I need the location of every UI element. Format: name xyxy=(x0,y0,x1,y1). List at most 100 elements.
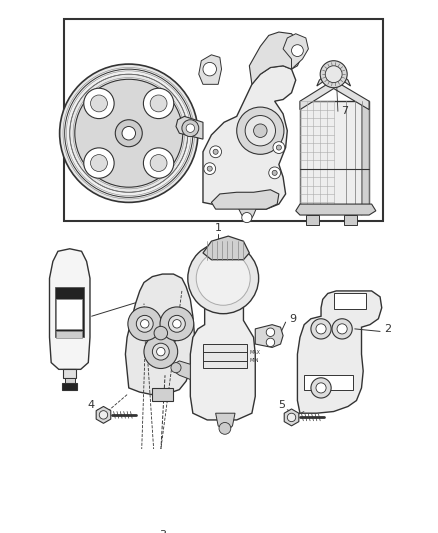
Polygon shape xyxy=(203,66,296,209)
Circle shape xyxy=(203,62,216,76)
Circle shape xyxy=(276,145,281,150)
Circle shape xyxy=(152,343,169,360)
Circle shape xyxy=(99,410,108,419)
Circle shape xyxy=(332,319,352,339)
Circle shape xyxy=(84,88,114,119)
Circle shape xyxy=(219,423,231,434)
Bar xyxy=(203,344,247,368)
Polygon shape xyxy=(317,68,350,86)
Polygon shape xyxy=(300,80,369,110)
Circle shape xyxy=(160,307,194,341)
Circle shape xyxy=(115,120,142,147)
Circle shape xyxy=(169,316,185,332)
Circle shape xyxy=(186,124,194,132)
Bar xyxy=(344,215,357,225)
Circle shape xyxy=(65,69,193,197)
Circle shape xyxy=(143,148,174,178)
Circle shape xyxy=(171,362,181,373)
Circle shape xyxy=(237,107,284,155)
Polygon shape xyxy=(255,325,283,348)
Text: mopar: mopar xyxy=(63,333,77,337)
Circle shape xyxy=(122,126,135,140)
Polygon shape xyxy=(203,236,249,260)
Circle shape xyxy=(207,166,212,171)
Bar xyxy=(304,375,353,391)
Circle shape xyxy=(287,413,296,422)
Circle shape xyxy=(154,326,168,340)
Text: 9: 9 xyxy=(289,314,296,324)
Circle shape xyxy=(245,116,276,146)
Circle shape xyxy=(213,149,218,155)
Text: MIN: MIN xyxy=(249,358,259,364)
Circle shape xyxy=(316,324,326,334)
Bar xyxy=(55,287,84,337)
Text: MOPAR: MOPAR xyxy=(61,303,78,308)
Circle shape xyxy=(311,378,331,398)
Circle shape xyxy=(91,155,107,172)
Text: 1: 1 xyxy=(215,223,222,233)
Circle shape xyxy=(173,320,181,328)
Circle shape xyxy=(141,320,149,328)
Circle shape xyxy=(91,95,107,112)
Circle shape xyxy=(266,338,275,346)
Bar xyxy=(56,332,82,338)
Circle shape xyxy=(70,74,188,192)
Circle shape xyxy=(337,324,347,334)
Polygon shape xyxy=(297,291,382,413)
Circle shape xyxy=(84,148,114,178)
Circle shape xyxy=(150,95,167,112)
Circle shape xyxy=(204,163,215,174)
Circle shape xyxy=(157,348,165,356)
Polygon shape xyxy=(212,190,279,209)
Circle shape xyxy=(128,307,162,341)
Circle shape xyxy=(316,383,326,393)
Bar xyxy=(152,388,173,401)
Bar xyxy=(56,300,82,329)
Bar xyxy=(62,383,78,390)
Text: 7: 7 xyxy=(341,106,348,116)
Bar xyxy=(64,19,383,221)
Text: MAX: MAX xyxy=(249,350,260,355)
Polygon shape xyxy=(49,249,90,369)
Polygon shape xyxy=(237,205,258,221)
Bar xyxy=(334,294,366,309)
Bar xyxy=(300,101,369,211)
Polygon shape xyxy=(96,407,111,423)
Text: 4: 4 xyxy=(88,400,95,410)
Circle shape xyxy=(320,61,347,88)
Bar xyxy=(306,215,319,225)
Polygon shape xyxy=(176,116,203,139)
Text: 2: 2 xyxy=(384,324,392,334)
Circle shape xyxy=(266,328,275,336)
Circle shape xyxy=(210,146,222,158)
Text: 6: 6 xyxy=(159,288,166,298)
Polygon shape xyxy=(361,101,369,215)
Polygon shape xyxy=(215,413,235,432)
Circle shape xyxy=(325,66,342,83)
Bar xyxy=(63,369,77,378)
Circle shape xyxy=(143,88,174,119)
Text: 3: 3 xyxy=(159,530,166,533)
Polygon shape xyxy=(199,55,222,84)
Polygon shape xyxy=(191,246,255,420)
Circle shape xyxy=(136,316,153,332)
Polygon shape xyxy=(173,361,191,379)
Circle shape xyxy=(60,64,198,203)
Circle shape xyxy=(75,79,183,187)
Circle shape xyxy=(273,142,285,154)
Circle shape xyxy=(254,124,267,138)
Bar xyxy=(65,378,75,383)
Polygon shape xyxy=(125,274,194,394)
Polygon shape xyxy=(296,204,376,215)
Circle shape xyxy=(150,155,167,172)
Text: 5: 5 xyxy=(279,400,286,410)
Polygon shape xyxy=(249,32,303,84)
Circle shape xyxy=(196,251,250,305)
Polygon shape xyxy=(283,34,308,69)
Circle shape xyxy=(272,171,277,175)
Text: M: M xyxy=(66,309,74,318)
Circle shape xyxy=(188,243,258,314)
Circle shape xyxy=(144,335,178,368)
Circle shape xyxy=(269,167,281,179)
Circle shape xyxy=(182,120,199,136)
